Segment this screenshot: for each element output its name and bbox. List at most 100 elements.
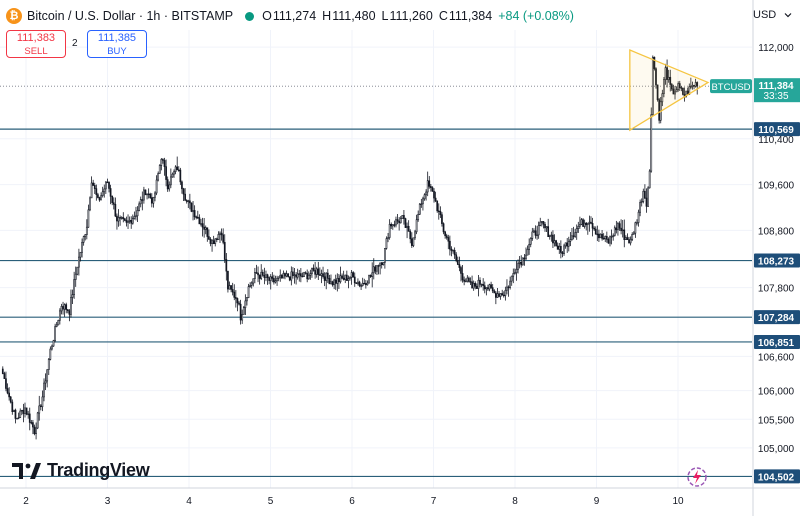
candle-body — [628, 239, 630, 244]
candle-body — [43, 382, 45, 398]
candle-body — [130, 220, 133, 224]
candle-body — [22, 409, 25, 414]
candle-body — [8, 392, 10, 398]
time-tick-label: 5 — [268, 496, 274, 507]
candle-body — [49, 348, 52, 360]
candle-body — [187, 200, 190, 202]
candle-body — [571, 235, 573, 240]
candle-body — [517, 263, 519, 270]
candle-body — [158, 165, 161, 174]
candle-body — [655, 68, 657, 86]
candle-body — [203, 226, 205, 230]
candle-body — [460, 267, 462, 274]
candle-body — [368, 275, 370, 284]
candle-body — [315, 268, 318, 275]
time-tick-label: 2 — [23, 496, 29, 507]
candle-body — [507, 286, 510, 289]
candle-body — [482, 283, 485, 286]
candle-body — [477, 279, 480, 289]
candle-body — [157, 173, 160, 181]
level-tag-label: 104,502 — [758, 472, 795, 483]
lightning-icon[interactable] — [686, 466, 708, 488]
close-tag: C — [438, 9, 448, 23]
candle-body — [685, 90, 687, 98]
candle-body — [116, 215, 118, 222]
candle-body — [347, 278, 350, 281]
candle-body — [280, 274, 283, 279]
candle-body — [658, 99, 661, 121]
candle-body — [255, 272, 258, 274]
candle-body — [387, 237, 389, 239]
bitcoin-icon: ₿ — [6, 8, 22, 24]
candle-body — [233, 291, 236, 298]
candle-body — [523, 257, 526, 260]
candle-body — [572, 235, 575, 237]
candle-body — [239, 303, 242, 321]
candle-body — [276, 278, 278, 282]
candle-body — [670, 84, 673, 90]
time-axis: 2 3 4 5 6 7 8 9 10 — [0, 487, 800, 507]
candle-body — [504, 289, 507, 297]
candle-body — [47, 358, 50, 370]
candle-body — [279, 274, 282, 278]
candle-body — [352, 272, 355, 278]
candle-body — [322, 273, 324, 278]
candle-body — [195, 216, 198, 218]
candle-body — [249, 285, 251, 288]
candle-body — [66, 309, 69, 312]
candle-body — [3, 373, 6, 379]
candle-body — [647, 187, 649, 207]
candle-body — [38, 405, 41, 414]
candle-body — [52, 340, 55, 347]
level-tag — [754, 253, 800, 268]
low-value: 111,260 — [389, 9, 433, 23]
logo-text: TradingView — [47, 460, 150, 480]
candle-body — [586, 222, 589, 225]
candle-body — [407, 225, 410, 232]
candle-body — [30, 422, 33, 424]
candle-body — [391, 224, 394, 227]
candle-body — [634, 222, 637, 234]
candle-body — [361, 282, 364, 286]
candle-body — [284, 273, 286, 277]
chevron-down-icon — [784, 13, 792, 18]
candle-body — [85, 226, 88, 235]
candle-body — [242, 307, 245, 315]
candle-body — [625, 237, 627, 240]
candle-body — [293, 274, 296, 276]
candle-body — [299, 273, 302, 277]
candle-body — [152, 196, 155, 204]
candle-body — [185, 200, 188, 202]
candle-body — [601, 233, 603, 239]
candle-body — [5, 378, 7, 389]
candle-body — [357, 281, 359, 284]
sell-button[interactable]: 111,383 SELL — [6, 30, 66, 58]
candle-body — [165, 166, 167, 180]
buy-button[interactable]: 111,385 BUY — [87, 30, 147, 58]
candle-body — [330, 281, 332, 285]
candle-body — [254, 272, 256, 279]
candle-body — [599, 233, 602, 239]
candle-body — [174, 166, 177, 172]
candle-body — [564, 242, 567, 247]
candle-body — [605, 236, 608, 240]
candle-body — [525, 254, 527, 260]
candle-body — [455, 254, 458, 261]
symbol-title[interactable]: Bitcoin / U.S. Dollar · 1h · BITSTAMP — [27, 9, 234, 23]
currency-selector[interactable]: USD — [753, 6, 793, 24]
candle-body — [642, 190, 645, 202]
candle-body — [76, 266, 79, 275]
candle-body — [593, 227, 596, 230]
candle-body — [678, 83, 681, 88]
candle-body — [591, 223, 594, 229]
candle-body — [17, 417, 20, 419]
candle-body — [162, 159, 164, 161]
candle-body — [674, 91, 676, 95]
candle-body — [349, 277, 351, 279]
candle-body — [385, 238, 388, 249]
open-tag: O — [262, 9, 272, 23]
candle-body — [234, 297, 237, 299]
candle-body — [639, 201, 641, 213]
chart-grid — [0, 30, 752, 488]
